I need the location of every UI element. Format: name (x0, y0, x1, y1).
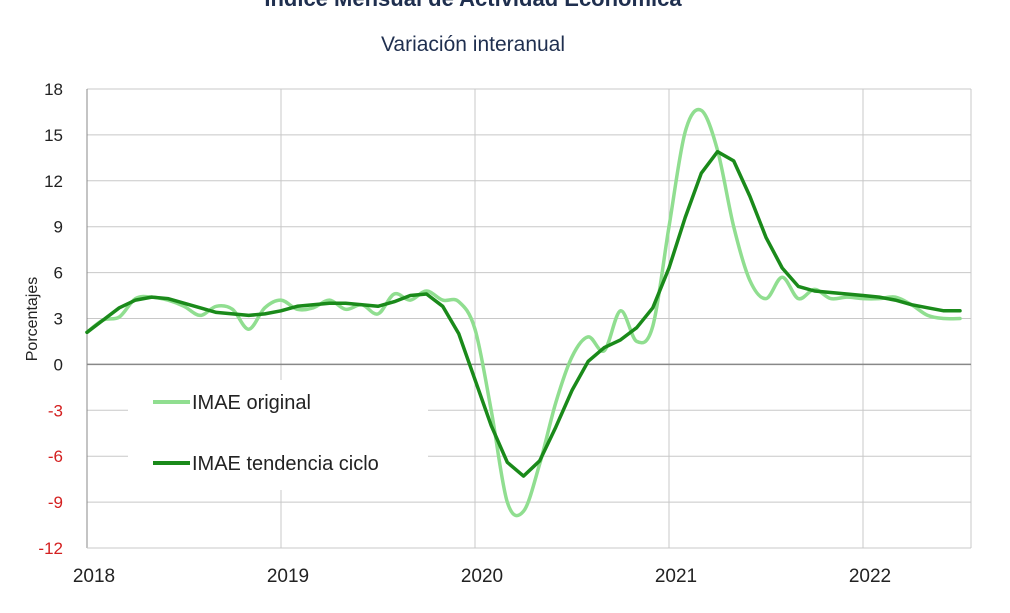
y-tick-label: 6 (54, 264, 63, 283)
series-line-imae-tendencia (85, 149, 962, 478)
y-tick-label: 3 (54, 310, 63, 329)
x-tick-label: 2018 (73, 566, 115, 587)
y-tick-label: -6 (48, 447, 63, 466)
legend-box (128, 380, 428, 490)
legend-label-trend: IMAE tendencia ciclo (192, 453, 379, 475)
y-tick-label: 18 (44, 80, 63, 99)
legend-label-original: IMAE original (192, 392, 311, 414)
axes (86, 89, 971, 549)
y-tick-label: -3 (48, 401, 63, 420)
x-tick-label: 2019 (267, 566, 309, 587)
y-tick-label: 15 (44, 126, 63, 145)
series (85, 107, 962, 518)
y-tick-label: -12 (38, 539, 63, 558)
y-tick-labels: 18 15 12 9 6 3 0 -3 -6 -9 -12 (38, 80, 63, 558)
x-tick-label: 2021 (655, 566, 697, 587)
y-tick-label: 0 (54, 355, 63, 374)
legend: IMAE original IMAE tendencia ciclo (128, 380, 428, 490)
chart-subtitle: Variación interanual (381, 33, 565, 56)
x-tick-label: 2020 (461, 566, 503, 587)
y-tick-label: 12 (44, 172, 63, 191)
chart-title: Índice Mensual de Actividad Económica (264, 0, 682, 11)
y-axis-label: Porcentajes (24, 277, 41, 362)
x-tick-label: 2022 (849, 566, 891, 587)
x-tick-labels: 2018 2019 2020 2021 2022 (73, 566, 891, 587)
grid (87, 88, 972, 549)
y-tick-label: -9 (48, 493, 63, 512)
y-tick-label: 9 (54, 218, 63, 237)
